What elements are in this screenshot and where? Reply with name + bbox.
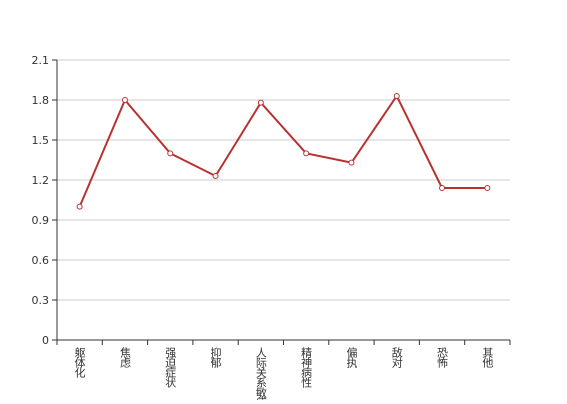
y-tick-label: 1.5 <box>32 134 50 147</box>
point <box>439 185 446 191</box>
point <box>167 150 174 157</box>
y-tick-label: 0.9 <box>32 214 50 227</box>
point <box>121 97 128 103</box>
point <box>303 150 310 157</box>
point <box>484 185 491 191</box>
x-tick-label: 恐怖 <box>436 347 449 368</box>
x-tick-label: 偏执 <box>345 346 358 369</box>
point <box>348 159 355 166</box>
point <box>212 173 219 179</box>
x-tick-label: 精神病性 <box>300 347 313 389</box>
x-tick-label: 其他 <box>481 347 494 368</box>
point <box>393 93 400 99</box>
x-tick-label: 人际关系敏感 <box>254 347 267 400</box>
y-tick-label: 0 <box>42 334 49 347</box>
point <box>76 203 83 210</box>
x-tick-label: 焦虑 <box>118 347 131 368</box>
y-tick-label: 0.3 <box>32 294 50 307</box>
y-tick-label: 1.2 <box>32 174 50 187</box>
y-tick-label: 0.6 <box>32 254 50 267</box>
x-tick-label: 敌对 <box>390 346 403 368</box>
point <box>257 99 264 106</box>
series-line <box>78 94 488 208</box>
y-tick-label: 1.8 <box>32 94 50 107</box>
x-tick-label: 强迫症状 <box>164 347 177 388</box>
y-tick-label: 2.1 <box>32 54 50 67</box>
x-tick-label: 抑郁 <box>209 346 222 368</box>
x-tick-label: 躯体化 <box>73 347 86 379</box>
